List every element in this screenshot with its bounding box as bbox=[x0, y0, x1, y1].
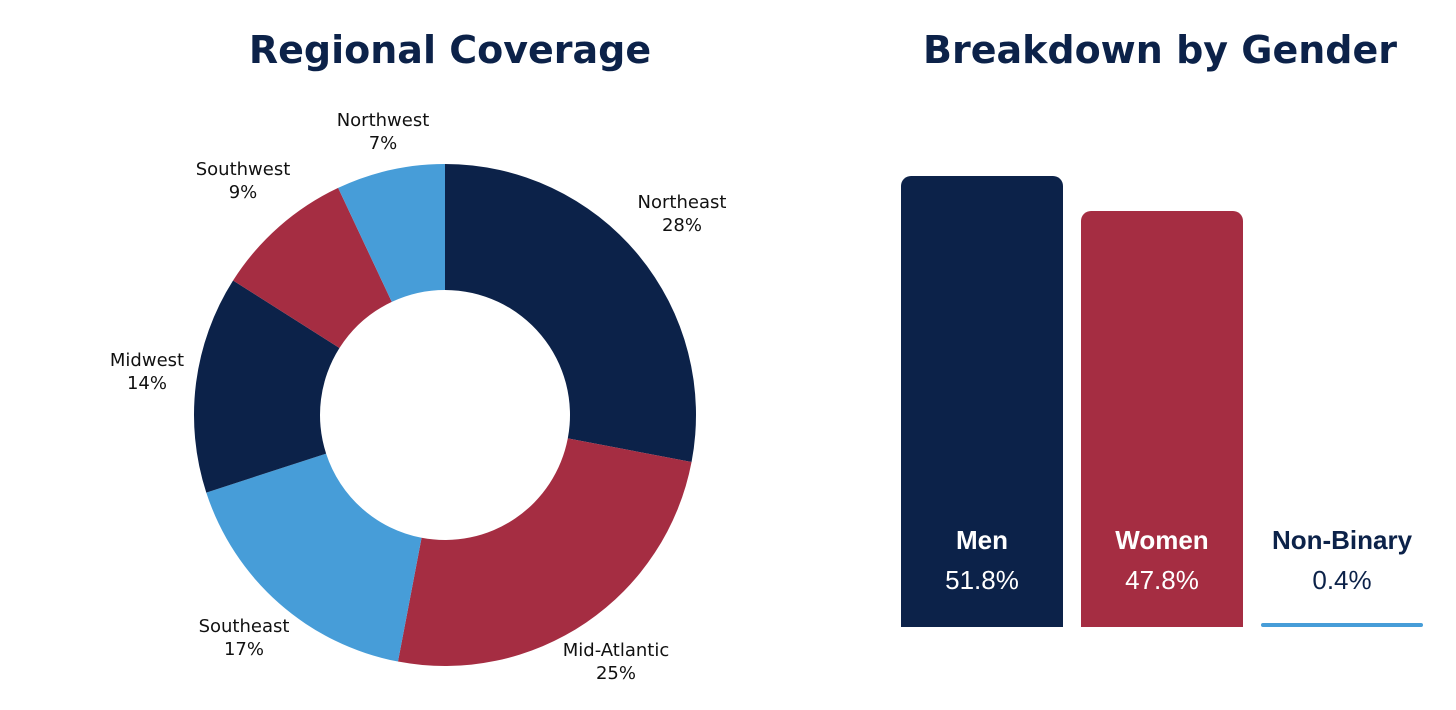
bar-value-label: 0.4% bbox=[1312, 565, 1372, 595]
slice-label: Southeast bbox=[199, 616, 290, 637]
bar-non-binary bbox=[1261, 623, 1423, 627]
donut-slice-northeast bbox=[445, 164, 696, 463]
donut-slice-midwest bbox=[194, 280, 340, 493]
donut-slice-southeast bbox=[206, 453, 422, 662]
bar-category-label: Non-Binary bbox=[1271, 525, 1413, 555]
slice-value-label: 14% bbox=[127, 373, 167, 394]
bar-chart-title: Breakdown by Gender bbox=[922, 28, 1398, 72]
donut-slice-mid-atlantic bbox=[397, 438, 692, 666]
slice-value-label: 9% bbox=[229, 182, 258, 203]
slice-label: Mid-Atlantic bbox=[563, 640, 670, 661]
slice-label: Northwest bbox=[337, 110, 430, 131]
slice-value-label: 25% bbox=[596, 663, 636, 684]
bar-value-label: 51.8% bbox=[945, 565, 1019, 595]
slice-label: Southwest bbox=[196, 159, 291, 180]
bar-value-label: 47.8% bbox=[1125, 565, 1199, 595]
slice-label: Northeast bbox=[638, 192, 727, 213]
bar-women bbox=[1081, 210, 1243, 627]
donut-slice-southwest bbox=[233, 187, 392, 349]
bar-category-label: Women bbox=[1115, 525, 1209, 555]
bar-men bbox=[901, 176, 1063, 627]
slice-value-label: 28% bbox=[662, 215, 702, 236]
slice-value-label: 17% bbox=[224, 639, 264, 660]
bar-category-label: Men bbox=[956, 525, 1008, 555]
slice-label: Midwest bbox=[110, 350, 184, 371]
slice-value-label: 7% bbox=[369, 133, 398, 154]
donut-chart-title: Regional Coverage bbox=[248, 28, 652, 72]
donut-slice-northwest bbox=[338, 164, 445, 302]
